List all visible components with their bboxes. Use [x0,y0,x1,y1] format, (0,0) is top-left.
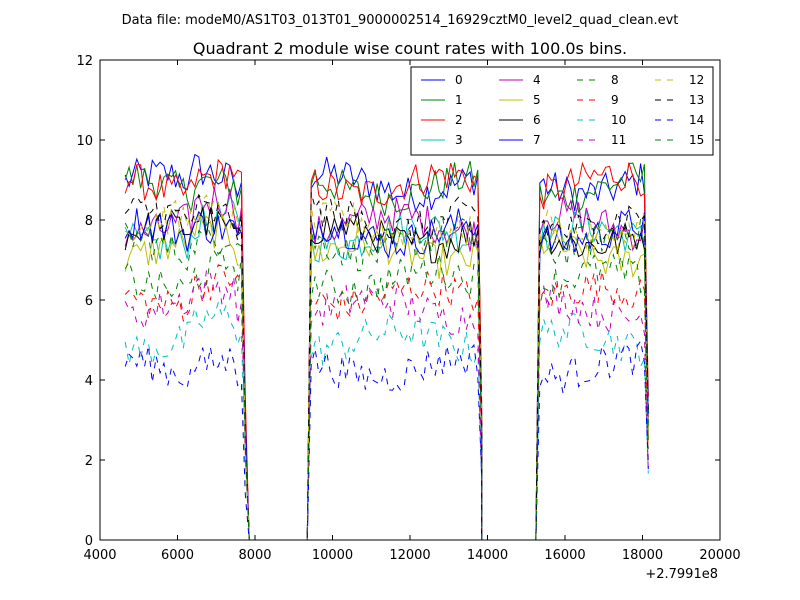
series-line-1 [124,160,649,541]
legend-box [410,66,714,156]
series-line-4 [124,187,649,541]
legend-label-0: 0 [455,73,463,87]
series-line-9 [124,264,649,541]
legend-label-14: 14 [689,113,704,127]
legend-label-3: 3 [455,133,463,147]
legend-label-9: 9 [611,93,619,107]
legend-label-8: 8 [611,73,619,87]
legend-label-10: 10 [611,113,626,127]
x-tick-label: 6000 [161,548,194,563]
series-line-15 [124,247,649,541]
legend-label-13: 13 [689,93,704,107]
y-tick-label: 8 [85,214,93,229]
x-offset-label: +2.7991e8 [645,567,718,582]
legend-label-12: 12 [689,73,704,87]
series-line-13 [124,192,649,541]
legend-label-5: 5 [533,93,541,107]
series-line-11 [124,268,649,541]
axes: 4000 6000 8000 10000 12000 14000 16000 18000 200… [76,54,740,563]
y-tick-label: 12 [76,54,93,69]
series-line-2 [124,158,649,541]
series-line-5 [124,211,649,541]
y-tick-label: 10 [76,134,93,149]
x-tick-label: 16000 [544,548,585,563]
chart-suptitle: Data file: modeM0/AS1T03_013T01_90000025… [122,13,679,28]
series-line-12 [124,194,649,541]
x-tick-label: 8000 [238,548,271,563]
series-line-6 [124,207,649,541]
legend-label-2: 2 [455,113,463,127]
series-line-3 [124,195,649,541]
legend-label-6: 6 [533,113,541,127]
x-tick-label: 14000 [467,548,508,563]
y-tick-label: 2 [85,454,93,469]
legend-label-4: 4 [533,73,541,87]
series-line-8 [124,218,649,541]
legend-label-1: 1 [455,93,463,107]
legend-label-11: 11 [611,133,626,147]
plot-area [124,153,649,541]
x-tick-label: 10000 [312,548,353,563]
y-tick-label: 0 [85,534,93,549]
series-line-0 [124,153,649,541]
series-line-10 [124,301,649,541]
x-tick-label: 12000 [389,548,430,563]
x-tick-label: 18000 [622,548,663,563]
series-line-7 [124,208,649,541]
y-tick-label: 4 [85,374,93,389]
x-tick-label: 4000 [83,548,116,563]
chart-title: Quadrant 2 module wise count rates with … [193,39,627,58]
x-tick-label: 20000 [699,548,740,563]
legend-label-7: 7 [533,133,541,147]
series-line-14 [124,339,649,541]
y-tick-label: 6 [85,294,93,309]
legend-label-15: 15 [689,133,704,147]
